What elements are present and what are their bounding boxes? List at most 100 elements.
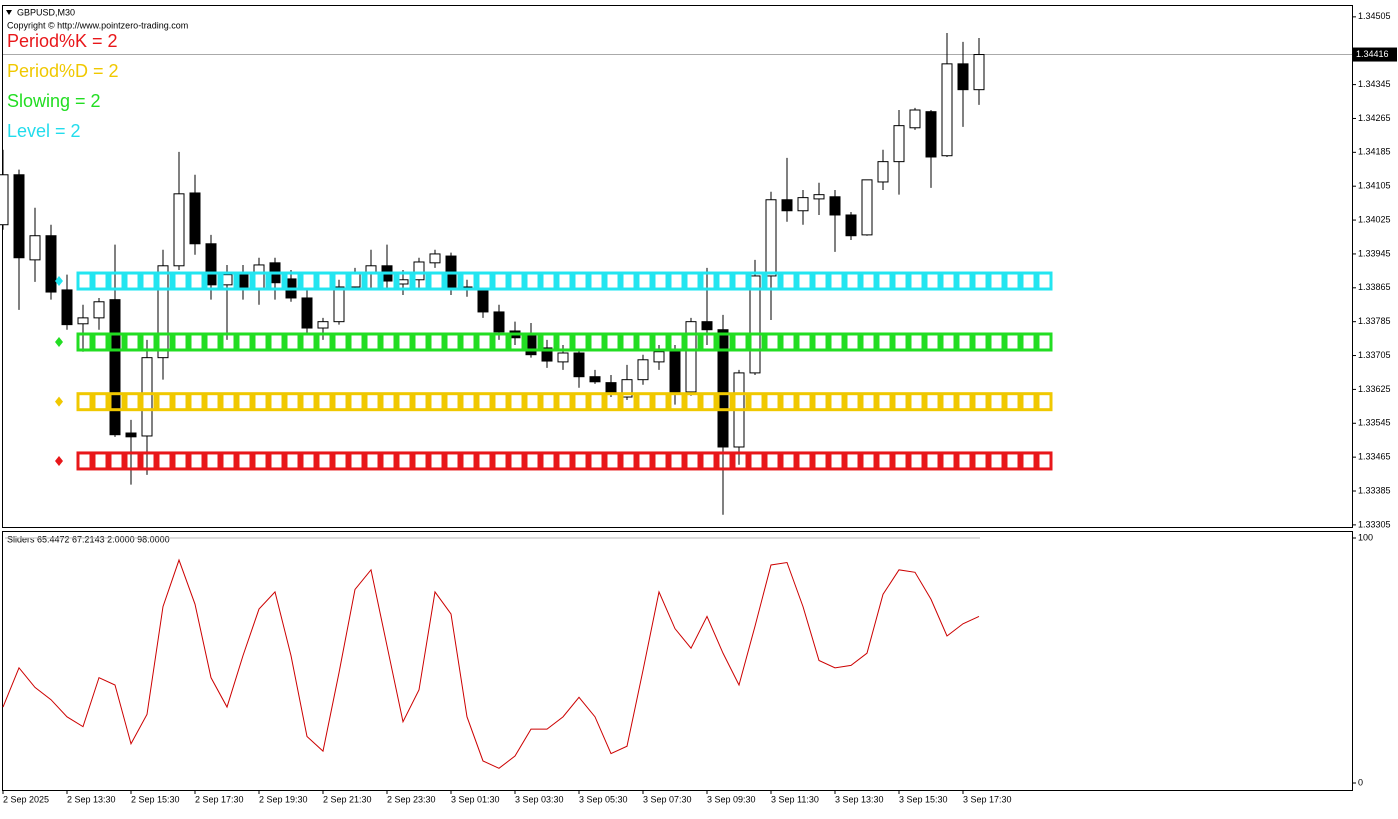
band-cell	[188, 451, 205, 471]
band-cell	[380, 271, 397, 291]
band-cell	[764, 271, 781, 291]
band-cell	[156, 451, 173, 471]
candle-body	[573, 352, 585, 378]
candle-body	[173, 193, 185, 267]
band-cell	[316, 332, 333, 352]
band-cell	[380, 451, 397, 471]
band-cell	[236, 392, 253, 412]
band-cell	[892, 451, 909, 471]
band-cell	[188, 332, 205, 352]
y-tick-label: 1.33785	[1358, 316, 1391, 326]
band-cell	[652, 271, 669, 291]
band-cell	[460, 451, 477, 471]
band-cell	[220, 332, 237, 352]
band-cell	[492, 392, 509, 412]
band-cell	[828, 271, 845, 291]
y-tick-label: 1.33865	[1358, 282, 1391, 292]
band-cell	[844, 332, 861, 352]
band-cell	[764, 392, 781, 412]
candle-body	[973, 54, 985, 91]
band-cell	[780, 451, 797, 471]
band-cell	[284, 451, 301, 471]
band-cell	[796, 451, 813, 471]
band-cell	[572, 271, 589, 291]
band-cell	[460, 271, 477, 291]
band-cell	[444, 332, 461, 352]
band-cell	[76, 271, 93, 291]
band-cell	[940, 271, 957, 291]
x-tick-label: 3 Sep 03:30	[515, 794, 564, 804]
band-cell	[572, 451, 589, 471]
band-cell	[444, 451, 461, 471]
band-cell	[860, 271, 877, 291]
band-cell	[220, 392, 237, 412]
copyright: Copyright © http://www.pointzero-trading…	[7, 20, 188, 30]
y-tick-label: 1.33945	[1358, 248, 1391, 258]
band-cell	[876, 332, 893, 352]
band-cell	[332, 392, 349, 412]
x-tick-label: 2 Sep 13:30	[67, 794, 116, 804]
band-cell	[108, 392, 125, 412]
band-cell	[108, 271, 125, 291]
band-cell	[1020, 271, 1037, 291]
band-cell	[812, 392, 829, 412]
parameter-label: Level = 2	[7, 121, 81, 141]
candle-body	[333, 286, 345, 323]
band-cell	[252, 271, 269, 291]
current-price-box	[1353, 47, 1397, 62]
band-cell	[220, 271, 237, 291]
candle-body	[429, 253, 441, 264]
band-cell	[108, 332, 125, 352]
band-cell	[748, 271, 765, 291]
band-cell	[908, 271, 925, 291]
band-cell	[300, 451, 317, 471]
band-cell	[332, 451, 349, 471]
band-cell	[412, 451, 429, 471]
candle-body	[477, 289, 489, 313]
band-cell	[364, 392, 381, 412]
band-cell	[92, 392, 109, 412]
x-tick-label: 3 Sep 09:30	[707, 794, 756, 804]
band-cell	[428, 271, 445, 291]
band-cell	[748, 392, 765, 412]
band-cell	[524, 392, 541, 412]
band-cell	[172, 271, 189, 291]
y-tick-label: 1.34025	[1358, 214, 1391, 224]
band-cell	[764, 332, 781, 352]
band-cell	[972, 332, 989, 352]
candle-body	[765, 199, 777, 277]
band-cell	[604, 392, 621, 412]
symbol-title: GBPUSD,M30	[17, 7, 75, 17]
y-tick-label: 1.34105	[1358, 181, 1391, 191]
band-cell	[252, 332, 269, 352]
candle-body	[717, 329, 729, 448]
band-cell	[124, 332, 141, 352]
band-cell	[540, 332, 557, 352]
band-cell	[76, 392, 93, 412]
band-cell	[492, 451, 509, 471]
parameter-label: Slowing = 2	[7, 91, 101, 111]
band-cell	[92, 332, 109, 352]
band-cell	[764, 451, 781, 471]
indicator-title: Sliders 65.4472 67.2143 2.0000 98.0000	[7, 534, 170, 544]
band-cell	[300, 392, 317, 412]
band-marker	[55, 396, 63, 407]
band-cell	[588, 451, 605, 471]
band-cell	[892, 271, 909, 291]
band-cell	[796, 392, 813, 412]
indicator-frame	[2, 531, 1353, 791]
band-cell	[380, 332, 397, 352]
band-cell	[604, 332, 621, 352]
band-cell	[844, 451, 861, 471]
band-cell	[508, 332, 525, 352]
band-cell	[700, 451, 717, 471]
band-cell	[268, 332, 285, 352]
candle-body	[589, 376, 601, 383]
band-cell	[140, 451, 157, 471]
band-cell	[604, 271, 621, 291]
candle-body	[653, 351, 665, 363]
band-cell	[428, 451, 445, 471]
band-cell	[1036, 392, 1053, 412]
band-cell	[428, 332, 445, 352]
